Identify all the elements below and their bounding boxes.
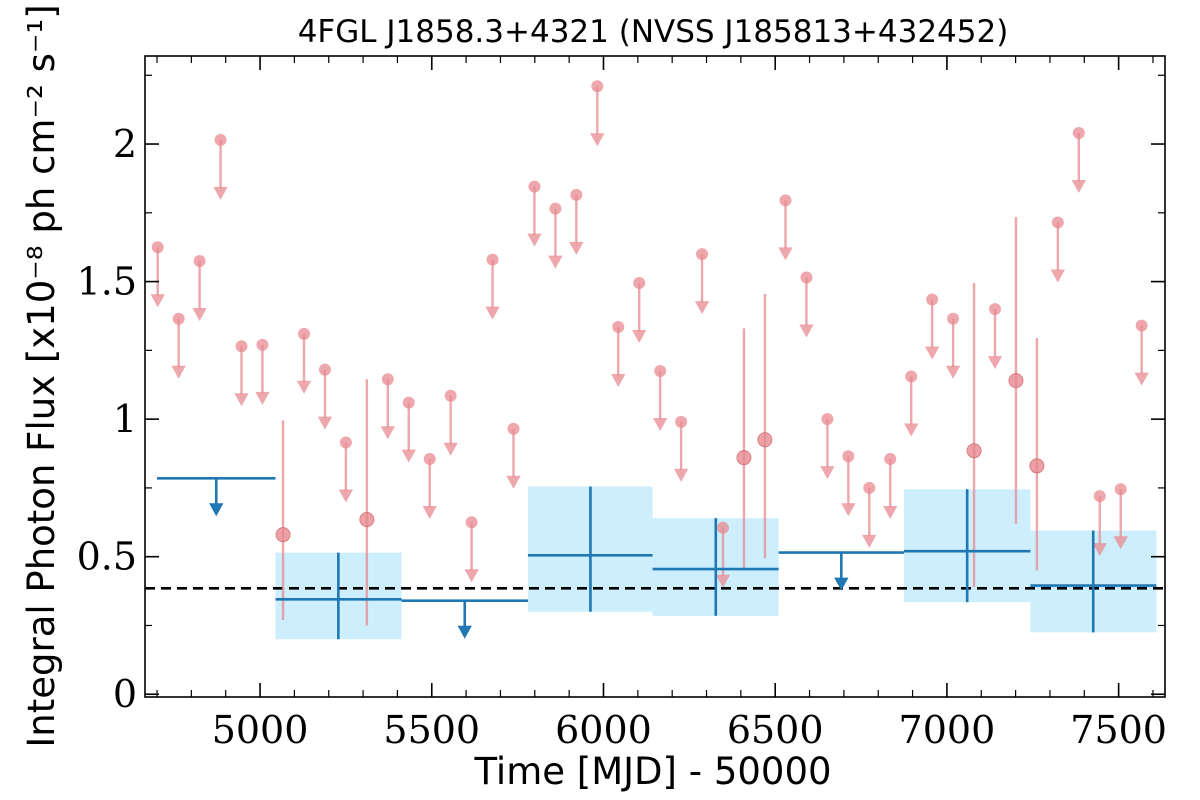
long-bin-upper-limit-arrow-1-head (457, 625, 472, 639)
short-bin-upper-limit-arrow-19-head (590, 133, 605, 147)
short-bin-upper-limit-arrow-37-head (1071, 180, 1086, 194)
short-bin-detection-marker-4 (966, 443, 982, 459)
short-bin-upper-limit-arrow-20-head (611, 373, 626, 387)
short-bin-upper-limit-arrow-13-head (464, 569, 479, 583)
short-bin-upper-limit-arrow-1-head (171, 365, 186, 379)
short-bin-upper-limit-arrow-17-head (548, 255, 563, 269)
x-tick-label-4: 7000 (899, 708, 996, 752)
short-bin-upper-limit-arrow-6-head (296, 380, 312, 394)
short-bin-upper-limit-arrow-26-head (778, 247, 793, 261)
short-bin-upper-limit-arrow-9-head (380, 426, 395, 440)
short-bin-detection-marker-1 (359, 512, 375, 528)
short-bin-upper-limit-arrow-39-head (1113, 536, 1128, 550)
x-tick-label-1: 5500 (383, 708, 480, 752)
short-bin-upper-limit-arrow-11-head (422, 506, 437, 520)
short-bin-upper-limit-arrow-7-head (317, 416, 333, 430)
short-bin-upper-limit-arrow-33-head (925, 346, 940, 360)
short-bin-detection-marker-5 (1008, 373, 1024, 389)
short-bin-upper-limit-arrow-28-head (820, 466, 835, 480)
plot-frame (144, 55, 1166, 698)
short-bin-upper-limit-arrow-5-head (255, 391, 270, 405)
short-bin-upper-limit-arrow-40-head (1134, 372, 1149, 386)
long-bin-upper-limit-arrow-2-head (834, 577, 849, 591)
y-axis-label: Integral Photon Flux [x10⁻⁸ ph cm⁻² s⁻¹] (20, 4, 63, 747)
short-bin-upper-limit-arrow-15-head (506, 475, 521, 489)
axes-frame (144, 55, 1166, 698)
y-tick-label-2: 1 (113, 397, 137, 441)
short-bin-upper-limit-arrow-21-head (632, 329, 647, 343)
short-bin-upper-limit-arrow-23-head (673, 468, 689, 482)
y-tick-label-4: 2 (113, 122, 137, 166)
short-bin-detection-marker-2 (736, 450, 752, 466)
short-bin-upper-limit-arrow-22-head (653, 417, 668, 431)
short-bin-upper-limit-arrow-35-head (987, 356, 1003, 370)
short-bin-upper-limit-arrow-29-head (841, 503, 856, 517)
short-bin-upper-limit-arrow-25-head (715, 574, 731, 588)
x-tick-label-2: 6000 (555, 708, 652, 752)
short-bin-upper-limit-arrow-8-head (338, 489, 354, 503)
short-bin-upper-limit-arrow-38-head (1092, 543, 1107, 557)
x-tick-label-0: 5000 (212, 708, 309, 752)
short-bin-upper-limit-arrow-2-head (192, 307, 207, 321)
short-bin-upper-limit-arrow-4-head (234, 393, 249, 407)
short-bin-upper-limit-arrow-34-head (945, 365, 961, 379)
short-bin-upper-limit-arrow-36-head (1050, 269, 1065, 283)
short-bin-detection-marker-6 (1029, 458, 1045, 474)
x-tick-label-3: 6500 (727, 708, 824, 752)
short-bin-detection-marker-0 (275, 527, 291, 543)
short-bin-series (150, 80, 1149, 626)
short-bin-upper-limit-arrow-27-head (799, 324, 814, 338)
y-tick-label-3: 1.5 (77, 260, 137, 304)
short-bin-upper-limit-arrow-24-head (694, 301, 710, 315)
long-bin-upper-limit-arrow-0-head (209, 503, 224, 517)
short-bin-upper-limit-arrow-14-head (485, 306, 500, 320)
tick-labels: 5000 5500 6000 6500 7000 7500 0 0.5 1 1.5 2 (77, 122, 1167, 752)
y-tick-label-1: 0.5 (77, 535, 137, 579)
chart-title: 4FGL J1858.3+4321 (NVSS J185813+432452) (298, 14, 1009, 50)
x-axis-label: Time [MJD] - 50000 (473, 750, 831, 793)
long-bin-series (157, 476, 1157, 640)
short-bin-upper-limit-arrow-0-head (150, 294, 165, 308)
short-bin-upper-limit-arrow-32-head (904, 423, 919, 437)
y-tick-label-0: 0 (113, 672, 137, 716)
short-bin-upper-limit-arrow-10-head (401, 449, 416, 463)
short-bin-upper-limit-arrow-16-head (527, 233, 542, 247)
short-bin-upper-limit-arrow-18-head (569, 241, 584, 255)
x-tick-label-5: 7500 (1070, 708, 1167, 752)
short-bin-upper-limit-arrow-3-head (213, 186, 228, 200)
short-bin-detection-marker-3 (757, 432, 773, 448)
axis-ticks (145, 56, 1165, 697)
short-bin-upper-limit-arrow-12-head (443, 442, 458, 456)
short-bin-upper-limit-arrow-30-head (862, 534, 877, 548)
short-bin-upper-limit-arrow-31-head (883, 506, 898, 520)
